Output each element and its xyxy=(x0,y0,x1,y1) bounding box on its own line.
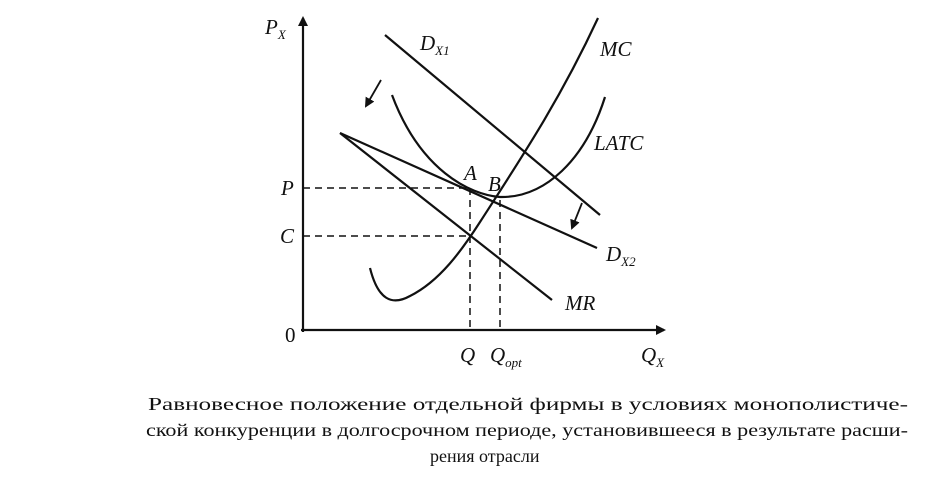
x-axis-label: QX xyxy=(641,343,665,370)
labels: PX QX 0 P C Q Qopt DX1 DX2 MC LATC MR A … xyxy=(264,15,665,370)
axes xyxy=(298,16,666,335)
q-label: Q xyxy=(460,343,475,367)
caption-line: ской конкуренции в долгосрочном периоде,… xyxy=(146,420,908,440)
d2-label: DX2 xyxy=(605,242,636,269)
marginal-revenue xyxy=(339,132,553,301)
origin: 0 xyxy=(285,323,296,347)
d1-label: DX1 xyxy=(419,31,450,58)
caption: Равновесное положение отдельной фирмы в … xyxy=(146,394,908,466)
p-label: P xyxy=(280,176,294,200)
demand-1 xyxy=(384,34,601,216)
latc xyxy=(390,94,607,199)
mr-label: MR xyxy=(564,291,595,315)
c-label: C xyxy=(280,224,295,248)
demand-2 xyxy=(339,131,598,250)
qopt-label: Qopt xyxy=(490,343,522,370)
y-axis-label: PX xyxy=(264,15,287,42)
mc-label: MC xyxy=(599,37,632,61)
latc-label: LATC xyxy=(593,131,644,155)
curves xyxy=(339,17,607,302)
shift-arrow xyxy=(365,79,382,108)
caption-line: Равновесное положение отдельной фирмы в … xyxy=(148,394,908,414)
shift-arrow xyxy=(570,202,583,230)
caption-line: рения отрасли xyxy=(430,446,540,466)
point-b: B xyxy=(488,172,501,196)
guides xyxy=(303,187,501,330)
marginal-cost xyxy=(368,17,599,302)
point-a: A xyxy=(462,161,477,185)
